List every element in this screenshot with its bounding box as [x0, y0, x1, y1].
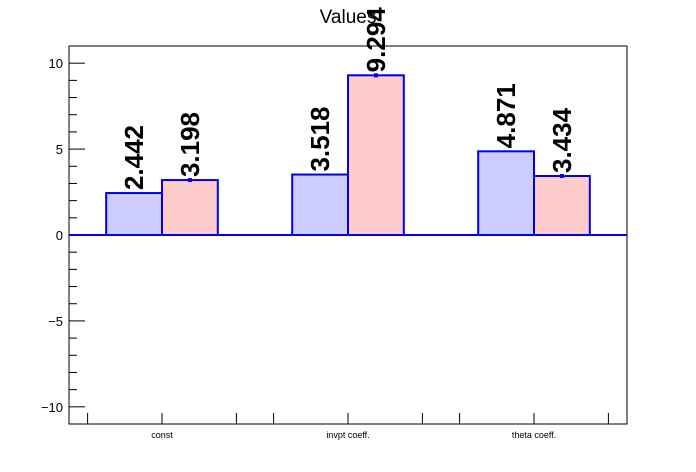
y-tick-label: −5 — [48, 314, 63, 329]
bar — [347, 74, 405, 236]
bar-group — [105, 73, 591, 237]
data-label: 3.434 — [547, 107, 577, 173]
bar — [105, 192, 163, 237]
x-category-label: invpt coeff. — [326, 430, 369, 440]
x-category-label: theta coeff. — [512, 430, 556, 440]
chart-title: Values — [320, 7, 377, 28]
y-tick-label: 5 — [56, 142, 63, 157]
y-tick-label: 0 — [56, 228, 63, 243]
data-label: 9.294 — [361, 7, 391, 73]
bar — [291, 173, 350, 237]
data-label: 3.518 — [305, 106, 335, 171]
bar — [477, 150, 536, 236]
data-label: 3.198 — [175, 112, 205, 177]
x-category-label: const — [151, 430, 173, 440]
error-bar-marker — [187, 178, 192, 183]
bar — [533, 174, 591, 236]
y-tick-label: −10 — [41, 400, 63, 415]
error-bar-marker — [373, 73, 378, 78]
bar — [161, 179, 219, 237]
error-bar-marker — [559, 173, 564, 178]
data-labels: 2.442 3.518 4.871 3.198 9.294 3.434 — [119, 7, 577, 190]
x-axis: const invpt coeff. theta coeff. — [87, 413, 609, 440]
data-label: 2.442 — [119, 125, 149, 190]
y-tick-label: 10 — [49, 56, 63, 71]
data-label: 4.871 — [491, 83, 521, 148]
